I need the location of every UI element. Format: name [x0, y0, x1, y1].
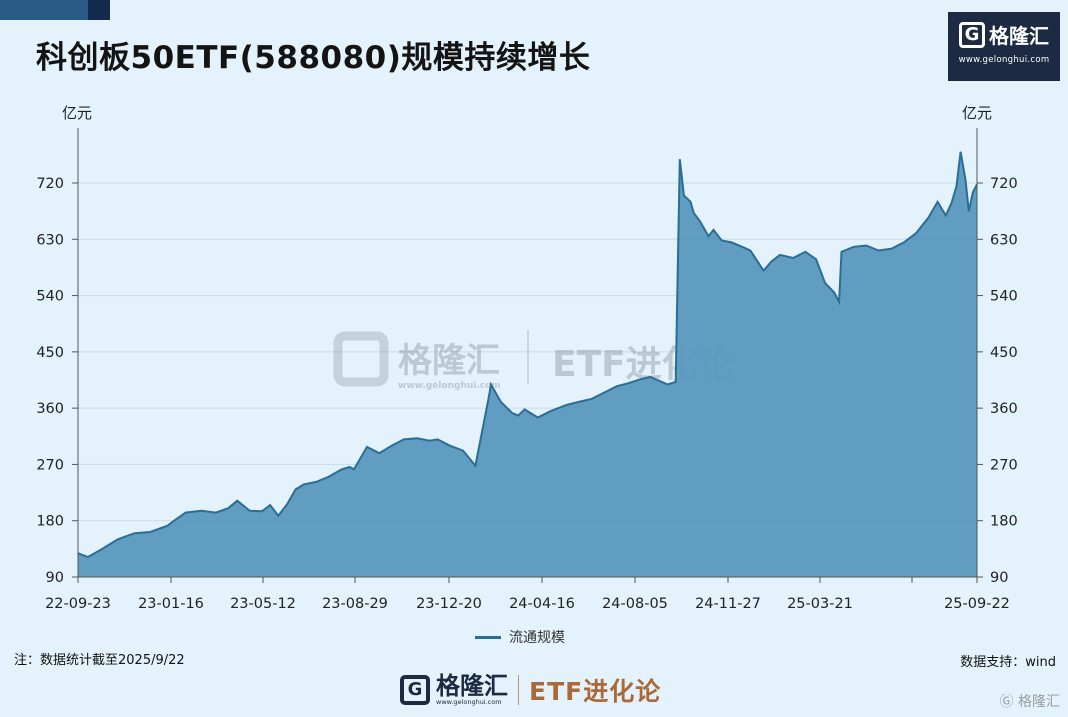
x-tick-label: 25-09-22 [944, 596, 1010, 612]
footer-brand-block: 格隆汇 www.gelonghui.com [430, 674, 508, 706]
footer-logo: G 格隆汇 www.gelonghui.com ETF进化论 [400, 672, 661, 708]
y-tick-label: 270 [990, 457, 1018, 473]
footer-url: www.gelonghui.com [436, 698, 502, 706]
data-source: 数据支持：wind [960, 655, 1056, 670]
corner-watermark-icon: Ⓖ [999, 694, 1014, 710]
corner-block-dark [88, 0, 110, 20]
footer-column: ETF进化论 [529, 677, 662, 706]
y-tick-label: 360 [36, 401, 64, 417]
y-axis-unit-right: 亿元 [962, 104, 993, 122]
x-tick-label: 23-05-12 [230, 596, 296, 612]
g-logo-icon: G [959, 21, 985, 48]
y-tick-label: 360 [990, 401, 1018, 417]
x-tick-label: 24-11-27 [695, 596, 761, 612]
x-tick-label: 22-09-23 [45, 596, 111, 612]
chart-title: 科创板50ETF(588080)规模持续增长 [36, 40, 591, 76]
watermark-logo-icon [333, 331, 389, 387]
brand-name: 格隆汇 [989, 24, 1049, 48]
footer-brand: 格隆汇 [436, 672, 508, 700]
corner-decoration [0, 0, 110, 20]
y-tick-label: 720 [36, 176, 64, 192]
brand-logo-mark: G 格隆汇 [948, 20, 1060, 49]
y-tick-label: 180 [990, 514, 1018, 530]
footer-g-logo-icon: G [400, 675, 430, 705]
corner-block-light [0, 0, 88, 20]
watermark-brand: 格隆汇 [398, 341, 500, 381]
y-tick-label: 450 [990, 345, 1018, 361]
data-note: 注：数据统计截至2025/9/22 [14, 653, 185, 668]
y-tick-label: 450 [36, 345, 64, 361]
x-tick-label: 23-08-29 [322, 596, 388, 612]
x-tick-labels: 22-09-23 23-01-16 23-05-12 23-08-29 23-12-20… [45, 596, 1010, 612]
x-tick-label: 25-03-21 [787, 596, 853, 612]
brand-logo: G 格隆汇 www.gelonghui.com [948, 12, 1060, 81]
x-tick-label: 24-08-05 [602, 596, 668, 612]
corner-watermark: Ⓖ 格隆汇 [1000, 691, 1060, 711]
y-tick-label: 630 [36, 232, 64, 248]
area-fill [78, 151, 977, 577]
legend: 流通规模 [475, 627, 565, 647]
legend-label: 流通规模 [509, 630, 565, 646]
y-tick-label: 90 [990, 570, 1008, 586]
y-tick-labels-left: 90 180 270 360 450 540 630 720 [36, 176, 64, 586]
watermark-url: www.gelonghui.com [398, 381, 501, 391]
y-tick-label: 540 [36, 289, 64, 305]
y-tick-label: 720 [990, 176, 1018, 192]
y-axis-unit-left: 亿元 [62, 104, 93, 122]
x-tick-label: 23-01-16 [138, 596, 204, 612]
brand-url: www.gelonghui.com [958, 55, 1050, 65]
corner-watermark-text: 格隆汇 [1018, 694, 1060, 710]
axes [72, 128, 983, 583]
x-tick-label: 23-12-20 [416, 596, 482, 612]
legend-swatch [475, 635, 501, 639]
y-tick-labels-right: 90 180 270 360 450 540 630 720 [990, 176, 1018, 586]
y-tick-label: 270 [36, 457, 64, 473]
y-tick-label: 630 [990, 232, 1018, 248]
y-tick-label: 540 [990, 289, 1018, 305]
y-tick-label: 90 [46, 570, 64, 586]
footer-separator [518, 675, 519, 705]
x-tick-label: 24-04-16 [509, 596, 575, 612]
series-line-流通规模 [77, 151, 978, 559]
y-tick-label: 180 [36, 514, 64, 530]
